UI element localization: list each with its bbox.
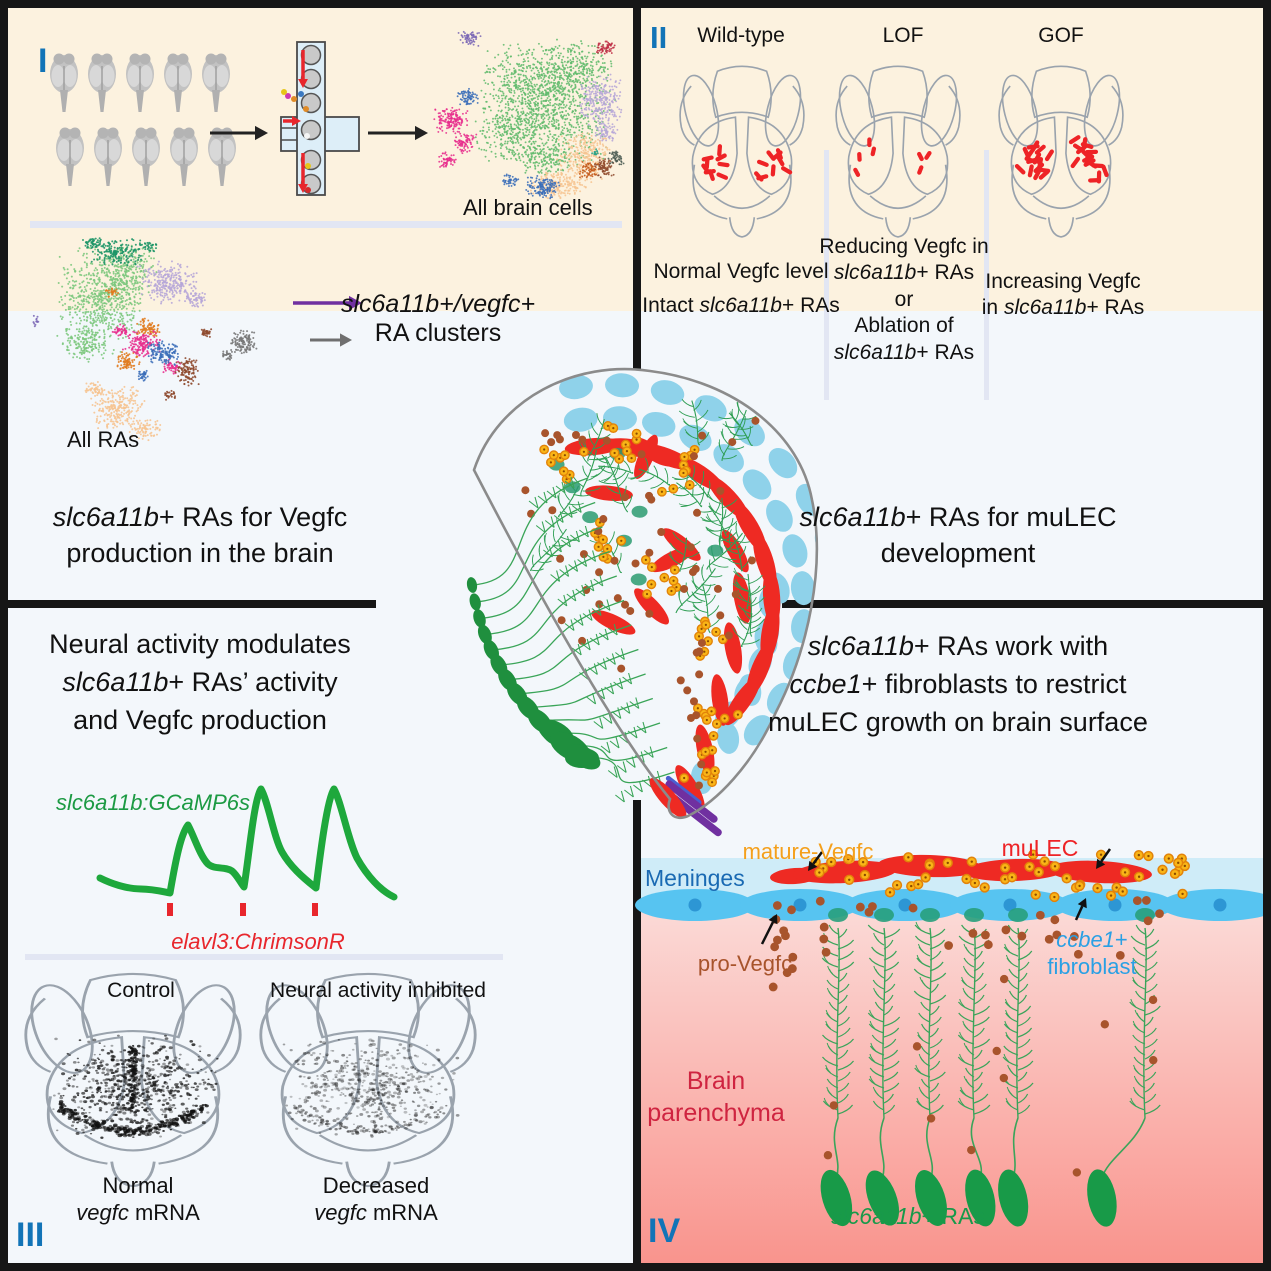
band1-line1: slc6a11b+ RAs for Vegfc — [52, 502, 348, 532]
divider-lof-right — [984, 150, 989, 400]
band3-line3: and Vegfc production — [73, 705, 327, 735]
divider-q1 — [30, 221, 622, 228]
ccbe1-label-2: fibroblast — [1047, 954, 1137, 979]
brain-parenchyma-1: Brain — [686, 1067, 746, 1095]
ra-clusters-line1: slc6a11b+/vegfc+ — [340, 290, 536, 318]
divider-lof-left — [824, 150, 829, 400]
numeral-i: I — [38, 42, 48, 80]
lof-caption-2: slc6a11b+ RAs — [833, 261, 975, 284]
divider-q3 — [25, 954, 503, 960]
chrimson-label: elavl3:ChrimsonR — [171, 929, 345, 954]
band2-line2: development — [880, 538, 1036, 568]
wildtype-caption-1: Normal Vegfc level — [653, 260, 829, 283]
control-label: Control — [107, 979, 175, 1002]
numeral-iii: III — [16, 1216, 45, 1254]
brain-parenchyma-2: parenchyma — [647, 1099, 785, 1127]
decreased-mrna-1: Decreased — [322, 1173, 430, 1198]
lof-header: LOF — [882, 24, 924, 47]
divider-horizontal-left — [8, 600, 376, 608]
gcamp-label: slc6a11b:GCaMP6s — [56, 790, 251, 815]
band3-line1: Neural activity modulates — [49, 629, 351, 659]
figure-graphics — [19, 30, 1263, 1227]
ccbe1-label-1: ccbe1+ — [1056, 927, 1128, 952]
normal-mrna-2: vegfc mRNA — [76, 1200, 200, 1225]
all-ras-label: All RAs — [67, 427, 140, 452]
band3-line2: slc6a11b+ RAs’ activity — [62, 667, 338, 697]
band2-line1: slc6a11b+ RAs for muLEC — [799, 502, 1117, 532]
normal-mrna-1: Normal — [102, 1173, 174, 1198]
lof-caption-4: Ablation of — [854, 314, 954, 337]
band4-line1: slc6a11b+ RAs work with — [807, 631, 1109, 661]
mature-vegfc-label: mature-Vegfc — [742, 839, 874, 864]
divider-horizontal-right — [782, 600, 1263, 608]
band1-line2: production in the brain — [66, 538, 334, 568]
wildtype-caption-2: Intact slc6a11b+ RAs — [642, 294, 840, 317]
pro-vegfc-label: pro-Vegfc — [697, 951, 793, 976]
decreased-mrna-2: vegfc mRNA — [314, 1200, 438, 1225]
gof-caption-2: in slc6a11b+ RAs — [981, 296, 1145, 319]
inhibited-label: Neural activity inhibited — [270, 979, 486, 1002]
lof-caption-3: or — [894, 288, 914, 311]
lof-caption-1: Reducing Vegfc in — [819, 235, 989, 258]
lof-caption-5: slc6a11b+ RAs — [833, 341, 975, 364]
numeral-ii: II — [650, 20, 668, 55]
gof-caption-1: Increasing Vegfc — [985, 270, 1141, 293]
numeral-iv: IV — [648, 1212, 681, 1250]
gof-header: GOF — [1038, 24, 1084, 47]
band4-line3: muLEC growth on brain surface — [768, 707, 1148, 737]
wildtype-header: Wild-type — [697, 24, 785, 47]
parenchyma-gradient — [633, 898, 1263, 1263]
meninges-label: Meninges — [645, 865, 745, 891]
mulec-label: muLEC — [1001, 835, 1079, 861]
all-brain-cells-label: All brain cells — [463, 195, 593, 220]
band4-line2: ccbe1+ fibroblasts to restrict — [789, 669, 1127, 699]
divider-vertical-top — [633, 8, 641, 370]
divider-vertical-bottom — [633, 800, 641, 1263]
ra-clusters-line2: RA clusters — [374, 319, 502, 347]
slc6a11b-ras-label: slc6a11b+ RAs — [831, 1203, 985, 1229]
